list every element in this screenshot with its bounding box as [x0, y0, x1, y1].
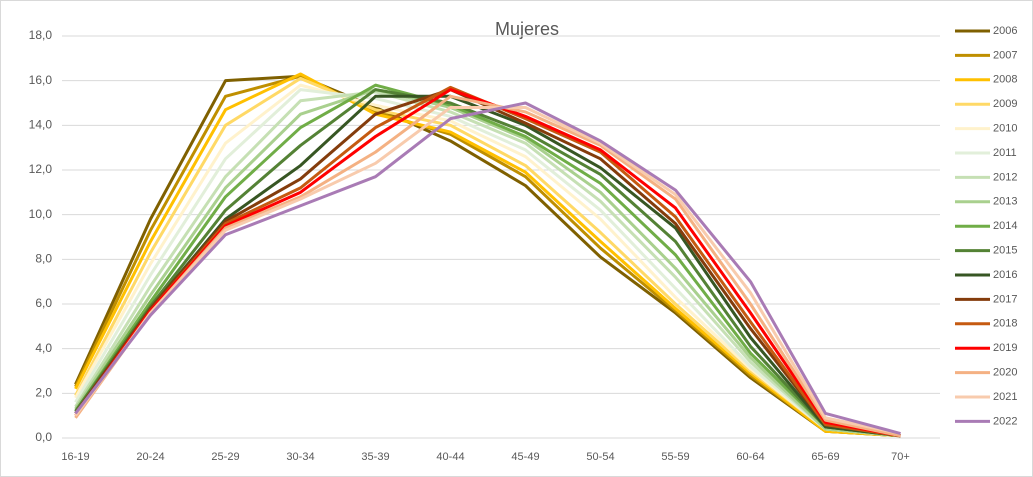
x-tick-label: 45-49 — [511, 451, 539, 463]
series-line — [74, 83, 901, 438]
x-tick-label: 35-39 — [361, 451, 389, 463]
legend-label: 2021 — [993, 391, 1017, 403]
legend-label: 2008 — [993, 74, 1017, 86]
series-line — [74, 90, 901, 438]
legend-label: 2018 — [993, 318, 1017, 330]
x-tick-label: 30-34 — [286, 451, 314, 463]
x-tick-label: 25-29 — [211, 451, 239, 463]
legend-label: 2007 — [993, 49, 1017, 61]
y-tick-label: 2,0 — [35, 386, 52, 400]
legend-label: 2011 — [993, 147, 1017, 159]
x-tick-label: 65-69 — [811, 451, 839, 463]
legend-label: 2017 — [993, 293, 1017, 305]
legend-label: 2010 — [993, 123, 1017, 135]
y-tick-label: 12,0 — [29, 162, 53, 176]
x-tick-label: 70+ — [891, 451, 910, 463]
series-line — [74, 105, 901, 436]
legend-label: 2019 — [993, 342, 1017, 354]
y-tick-label: 4,0 — [35, 341, 52, 355]
x-tick-label: 20-24 — [136, 451, 164, 463]
y-tick-label: 14,0 — [29, 118, 53, 132]
y-tick-label: 18,0 — [29, 28, 53, 42]
legend-label: 2015 — [993, 245, 1017, 257]
legend-label: 2009 — [993, 98, 1017, 110]
x-tick-label: 16-19 — [61, 451, 89, 463]
x-tick-label: 50-54 — [586, 451, 614, 463]
y-tick-label: 6,0 — [35, 296, 52, 310]
y-tick-label: 10,0 — [29, 207, 53, 221]
chart-title: Mujeres — [495, 19, 559, 39]
series-line — [74, 88, 901, 438]
y-tick-label: 8,0 — [35, 252, 52, 266]
series-line — [74, 72, 901, 438]
series-line — [74, 88, 901, 438]
legend-label: 2016 — [993, 269, 1017, 281]
legend-label: 2006 — [993, 25, 1017, 37]
legend-label: 2020 — [993, 367, 1017, 379]
legend-label: 2012 — [993, 171, 1017, 183]
y-tick-label: 0,0 — [35, 430, 52, 444]
series-line — [74, 101, 901, 435]
legend-label: 2014 — [993, 220, 1017, 232]
y-tick-label: 16,0 — [29, 73, 53, 87]
legend-label: 2022 — [993, 415, 1017, 427]
x-tick-label: 55-59 — [661, 451, 689, 463]
x-tick-label: 60-64 — [736, 451, 764, 463]
legend-label: 2013 — [993, 196, 1017, 208]
series-line — [74, 88, 901, 438]
x-tick-label: 40-44 — [436, 451, 464, 463]
